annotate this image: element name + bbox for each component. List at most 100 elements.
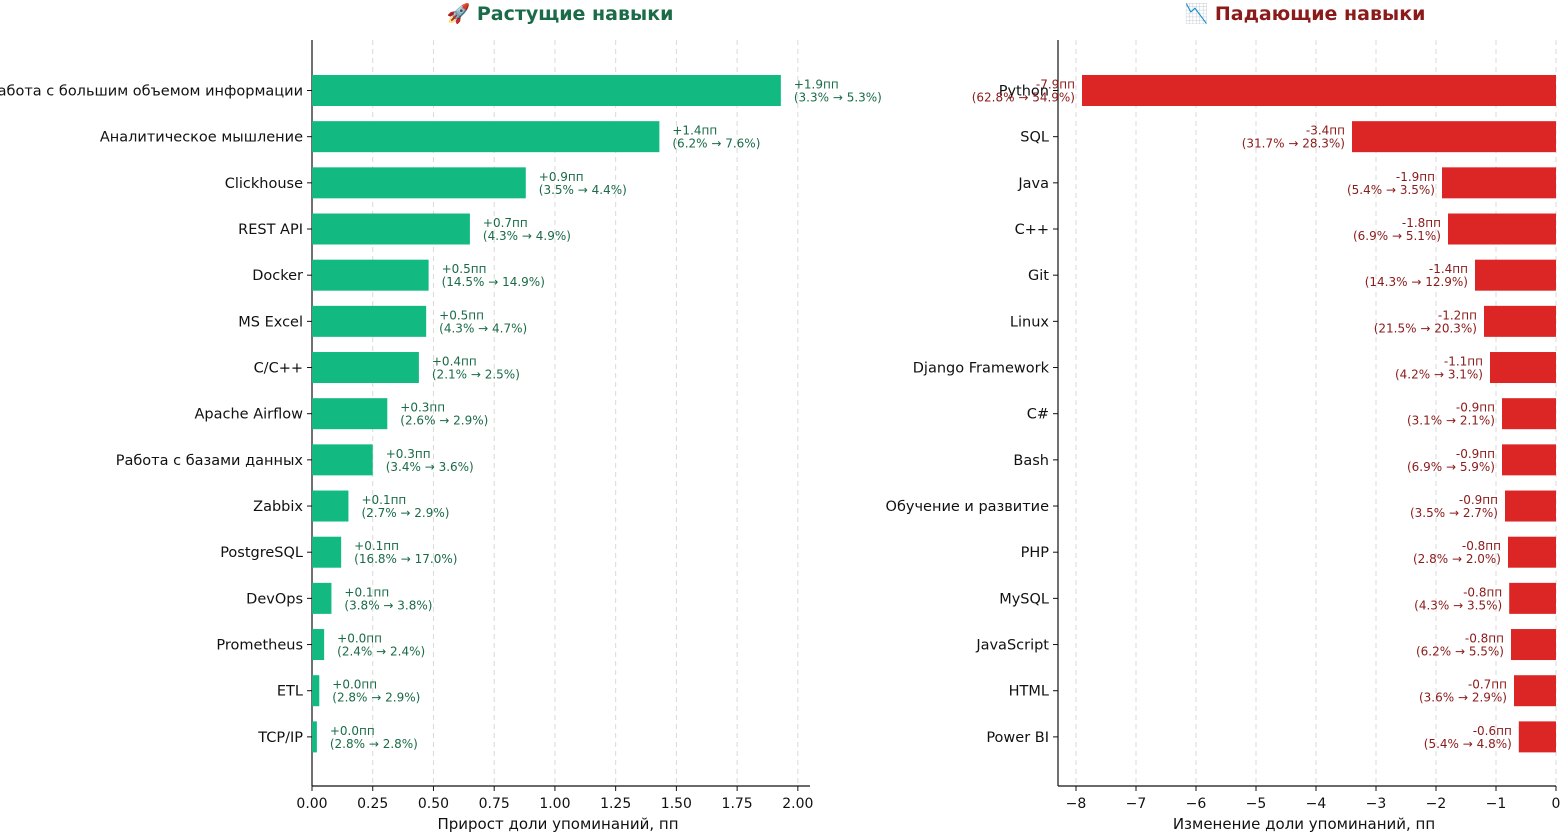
data-label-change: -0.8пп [1462, 539, 1501, 553]
category-label: Power BI [986, 730, 1049, 746]
data-label-change: -0.9пп [1456, 447, 1495, 461]
category-label: C++ [1015, 222, 1049, 238]
data-label-change: -1.1пп [1444, 355, 1483, 369]
data-label-range: (16.8% → 17.0%) [354, 552, 457, 566]
bar [1448, 213, 1556, 245]
category-label: HTML [1009, 684, 1049, 700]
x-tick-label: −3 [1366, 796, 1387, 812]
data-label-range: (4.3% → 4.7%) [439, 321, 527, 335]
data-label-change: +1.4пп [672, 124, 717, 138]
x-tick-label: −1 [1486, 796, 1507, 812]
category-label: Git [1028, 268, 1049, 284]
bar [312, 536, 342, 568]
data-label-change: -3.4пп [1306, 124, 1345, 138]
category-label: ETL [277, 684, 303, 700]
bar [312, 167, 526, 199]
data-label-range: (2.7% → 2.9%) [361, 506, 449, 520]
category-label: DevOps [246, 591, 303, 607]
data-label-range: (3.3% → 5.3%) [794, 91, 882, 105]
x-tick-label: −8 [1066, 796, 1087, 812]
x-tick-label: −7 [1126, 796, 1147, 812]
data-label-range: (2.4% → 2.4%) [337, 645, 425, 659]
x-tick-label: 0.00 [296, 796, 327, 812]
category-label: Prometheus [216, 638, 303, 654]
data-label-range: (3.6% → 2.9%) [1419, 691, 1507, 705]
x-tick-label: 1.25 [600, 796, 631, 812]
bar [1352, 121, 1556, 153]
data-label-range: (6.9% → 5.1%) [1353, 229, 1441, 243]
bar [1475, 259, 1556, 291]
data-label-change: +0.9пп [539, 170, 584, 184]
data-label-change: +0.1пп [354, 539, 399, 553]
bar [312, 213, 470, 245]
bar [1490, 352, 1556, 384]
x-tick-label: 1.50 [661, 796, 692, 812]
bar [312, 721, 317, 753]
category-label: Linux [1010, 314, 1049, 330]
data-label-change: -1.4пп [1429, 262, 1468, 276]
data-label-range: (3.5% → 4.4%) [539, 183, 627, 197]
data-label-change: -0.9пп [1456, 401, 1495, 415]
data-label-range: (6.2% → 7.6%) [672, 137, 760, 151]
data-label-range: (2.1% → 2.5%) [432, 368, 520, 382]
data-label-range: (4.3% → 4.9%) [483, 229, 571, 243]
bar [1514, 675, 1556, 707]
data-label-range: (2.6% → 2.9%) [400, 414, 488, 428]
x-tick-label: 0.25 [357, 796, 388, 812]
data-label-change: +0.0пп [332, 678, 377, 692]
bar [1502, 398, 1556, 430]
x-tick-label: −6 [1186, 796, 1207, 812]
bar [312, 259, 429, 291]
bar [312, 305, 427, 337]
bar [312, 675, 320, 707]
data-label-change: +0.3пп [386, 447, 431, 461]
x-tick-label: 2.00 [782, 796, 813, 812]
category-label: Zabbix [253, 499, 303, 515]
category-label: MySQL [999, 591, 1049, 607]
data-label-range: (4.2% → 3.1%) [1395, 368, 1483, 382]
category-label: PHP [1021, 545, 1050, 561]
x-tick-label: 0.50 [418, 796, 449, 812]
data-label-range: (3.4% → 3.6%) [386, 460, 474, 474]
data-label-range: (4.3% → 3.5%) [1414, 598, 1502, 612]
category-label: Работа с базами данных [116, 453, 304, 469]
data-label-range: (31.7% → 28.3%) [1242, 137, 1345, 151]
category-label: Docker [252, 268, 303, 284]
category-label: Python [999, 84, 1049, 100]
bar [1511, 629, 1556, 661]
bar [312, 582, 332, 614]
x-tick-label: −5 [1246, 796, 1267, 812]
bar [1508, 536, 1556, 568]
x-tick-label: 1.75 [722, 796, 753, 812]
category-label: C/C++ [254, 361, 303, 377]
data-label-range: (5.4% → 4.8%) [1424, 737, 1512, 751]
x-tick-label: 0 [1552, 796, 1560, 812]
x-axis-label: Прирост доли упоминаний, пп [437, 815, 678, 833]
data-label-range: (6.2% → 5.5%) [1416, 645, 1504, 659]
bar [312, 121, 660, 153]
data-label-change: +0.5пп [442, 262, 487, 276]
chart-title: 🚀 Растущие навыки [447, 2, 674, 25]
bar [1484, 305, 1556, 337]
data-label-change: -1.9пп [1396, 170, 1435, 184]
data-label-change: +1.9пп [794, 78, 839, 92]
data-label-range: (2.8% → 2.0%) [1413, 552, 1501, 566]
bar [312, 75, 781, 106]
data-label-change: -7.9пп [1036, 78, 1075, 92]
data-label-range: (3.5% → 2.7%) [1410, 506, 1498, 520]
data-label-range: (14.3% → 12.9%) [1365, 275, 1468, 289]
data-label-change: +0.1пп [361, 493, 406, 507]
category-label: Обучение и развитие [886, 499, 1050, 515]
x-tick-label: 0.75 [479, 796, 510, 812]
bar [312, 490, 349, 522]
data-label-change: +0.0пп [330, 724, 375, 738]
data-label-change: -0.7пп [1468, 678, 1507, 692]
growing-skills-chart: 🚀 Растущие навыки 0.00 0.25 0.50 0.75 1.00 1.2… [0, 2, 882, 833]
data-label-range: (14.5% → 14.9%) [442, 275, 545, 289]
chart-title: 📉 Падающие навыки [1185, 2, 1426, 25]
category-label: JavaScript [975, 638, 1049, 654]
bar [312, 444, 373, 476]
data-label-range: (2.8% → 2.8%) [330, 737, 418, 751]
data-label-range: (5.4% → 3.5%) [1347, 183, 1435, 197]
data-label-change: -0.8пп [1465, 632, 1504, 646]
